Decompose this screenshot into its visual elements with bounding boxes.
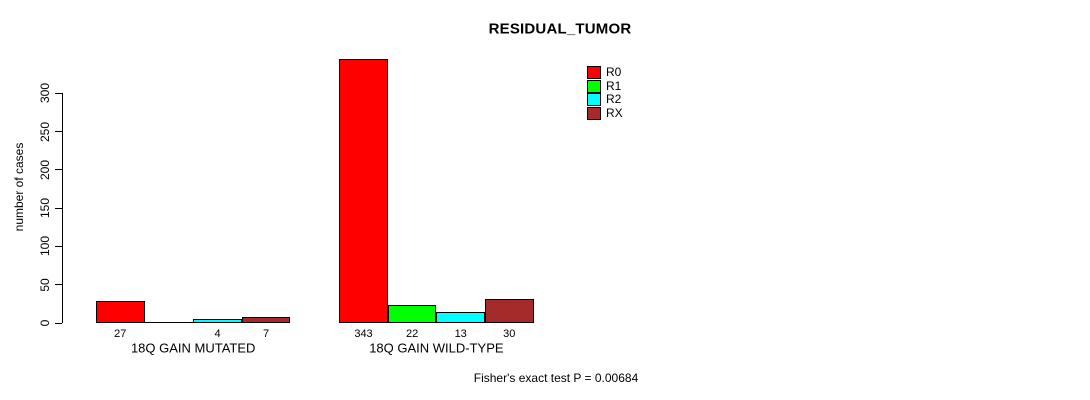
ytick-mark-200 xyxy=(55,169,62,171)
legend-label: R2 xyxy=(606,92,622,107)
bar-r0-group-0 xyxy=(96,301,145,323)
legend-label: RX xyxy=(606,105,623,120)
ytick-label-100: 100 xyxy=(38,236,52,257)
bar-value-label-r1-group-1: 22 xyxy=(405,328,419,340)
y-axis-line xyxy=(62,93,63,323)
ytick-label-250: 250 xyxy=(38,121,52,142)
ytick-label-300: 300 xyxy=(38,83,52,104)
ytick-label-200: 200 xyxy=(38,159,52,180)
legend-label: R1 xyxy=(606,78,622,93)
bar-r1-group-0-zero xyxy=(144,322,194,323)
legend-item-r2: R2 xyxy=(587,93,623,107)
bar-r0-group-1 xyxy=(339,59,388,323)
bar-value-label-rx-group-1: 30 xyxy=(503,328,516,340)
bar-value-label-r0-group-1: 343 xyxy=(354,328,373,340)
group-label-0: 18Q GAIN MUTATED xyxy=(130,340,256,356)
group-label-1: 18Q GAIN WILD-TYPE xyxy=(369,340,504,356)
ytick-mark-250 xyxy=(55,131,62,132)
bar-value-label-r0-group-0: 27 xyxy=(114,328,127,340)
ytick-mark-150 xyxy=(55,207,62,209)
legend: R0 R1 R2 RX xyxy=(587,66,623,120)
legend-label: R0 xyxy=(606,65,622,80)
legend-swatch-icon xyxy=(587,106,601,120)
ytick-mark-100 xyxy=(55,245,62,247)
legend-item-rx: RX xyxy=(587,105,623,121)
bar-value-label-rx-group-0: 7 xyxy=(263,328,270,340)
ytick-label-50: 50 xyxy=(38,278,52,292)
legend-swatch-icon xyxy=(587,79,601,93)
legend-swatch-icon xyxy=(587,66,601,80)
y-axis-label: number of cases xyxy=(12,142,26,232)
ytick-mark-0 xyxy=(55,322,62,324)
bar-r1-group-1 xyxy=(387,305,437,323)
ytick-label-0: 0 xyxy=(38,319,52,327)
ytick-mark-50 xyxy=(55,284,62,286)
footnote-text: Fisher's exact test P = 0.00684 xyxy=(473,371,639,385)
bar-rx-group-1 xyxy=(485,299,534,323)
bar-r2-group-0 xyxy=(193,318,242,323)
bar-value-label-r2-group-0: 4 xyxy=(214,328,221,340)
chart-title: RESIDUAL_TUMOR xyxy=(488,20,632,38)
bar-r2-group-1 xyxy=(436,312,485,323)
ytick-label-150: 150 xyxy=(38,198,52,219)
bar-rx-group-0 xyxy=(241,316,291,323)
legend-item-r0: R0 xyxy=(587,66,623,80)
legend-item-r1: R1 xyxy=(587,78,623,94)
legend-swatch-icon xyxy=(587,93,601,107)
ytick-mark-300 xyxy=(55,92,62,94)
bar-value-label-r2-group-1: 13 xyxy=(454,328,467,340)
